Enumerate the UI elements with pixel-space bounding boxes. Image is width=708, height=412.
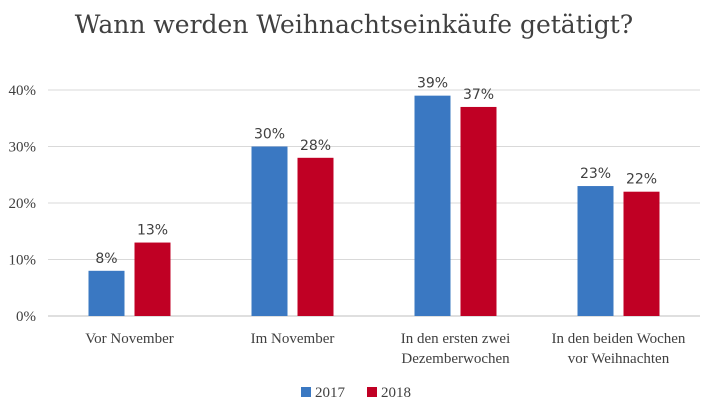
category-label: vor Weihnachten xyxy=(568,351,670,367)
legend-swatch-2017 xyxy=(301,387,311,397)
data-label: 22% xyxy=(626,172,657,188)
legend: 2017 2018 xyxy=(301,385,411,401)
bars xyxy=(88,95,660,317)
data-label: 8% xyxy=(95,251,117,267)
y-tick-label: 40% xyxy=(9,83,37,99)
data-labels: 8% 13% 30% 28% 39% 37% 23% 22% xyxy=(95,76,657,267)
legend-swatch-2018 xyxy=(367,387,377,397)
category-label: In den beiden Wochen xyxy=(552,331,686,347)
bar-2017 xyxy=(88,270,125,316)
bar-2018 xyxy=(623,191,660,316)
category-label: Dezemberwochen xyxy=(401,351,510,367)
data-label: 23% xyxy=(580,166,611,182)
bar-2017 xyxy=(577,186,614,316)
y-tick-label: 0% xyxy=(16,309,36,325)
data-label: 13% xyxy=(137,223,168,239)
category-label: In den ersten zwei xyxy=(401,331,511,347)
x-axis-categories: Vor November Im November In den ersten zwe… xyxy=(85,331,686,367)
y-tick-label: 10% xyxy=(9,253,37,269)
data-label: 30% xyxy=(254,127,285,143)
data-label: 39% xyxy=(417,76,448,92)
bar-2017 xyxy=(251,146,288,316)
bar-2018 xyxy=(297,157,334,316)
data-label: 37% xyxy=(463,87,494,103)
y-tick-label: 20% xyxy=(9,196,37,212)
data-label: 28% xyxy=(300,138,331,154)
category-label: Vor November xyxy=(85,331,173,347)
legend-label: 2017 xyxy=(315,385,346,401)
bar-2018 xyxy=(134,242,171,316)
category-label: Im November xyxy=(251,331,335,347)
bar-2018 xyxy=(460,106,497,316)
legend-label: 2018 xyxy=(381,385,411,401)
y-axis-ticks: 0% 10% 20% 30% 40% xyxy=(9,83,37,325)
y-tick-label: 30% xyxy=(9,140,37,156)
chart-title: Wann werden Weihnachtseinkäufe getätigt? xyxy=(75,10,633,39)
bar-2017 xyxy=(414,95,451,317)
